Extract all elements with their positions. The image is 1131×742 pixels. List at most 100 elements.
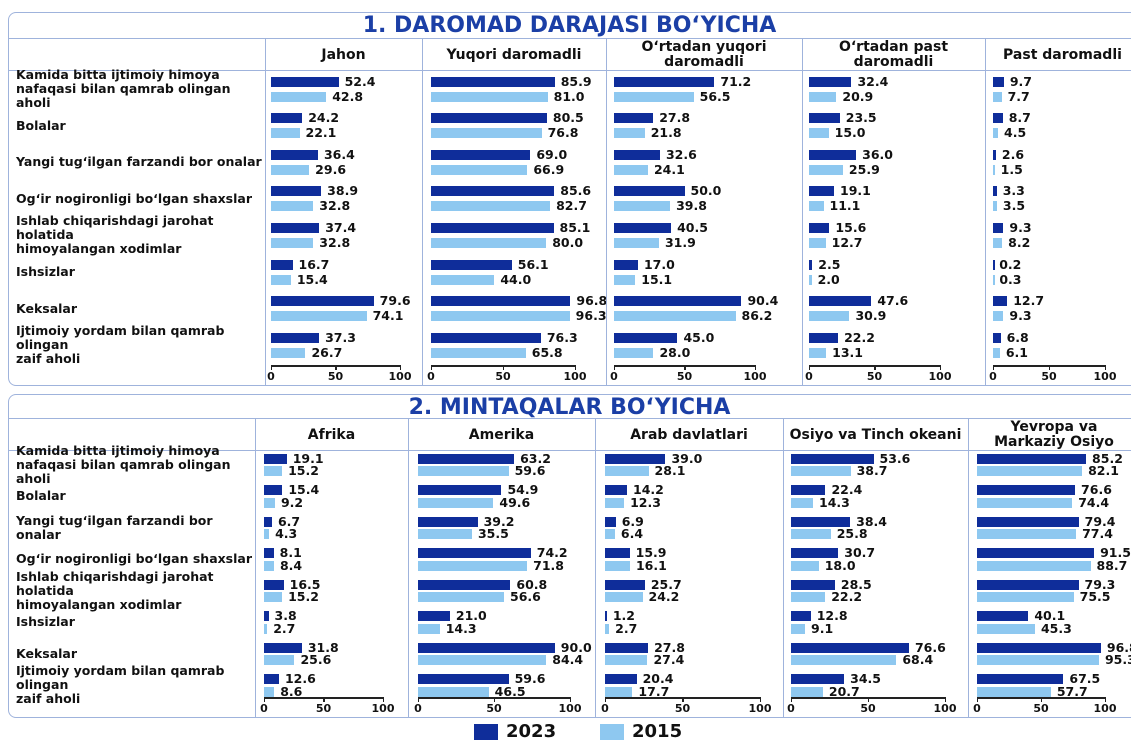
bar — [418, 516, 478, 527]
bar — [614, 259, 638, 270]
bar — [418, 686, 489, 697]
bar — [418, 674, 509, 684]
bar — [264, 529, 270, 539]
bar — [614, 311, 736, 322]
value-label: 67.5 — [1069, 671, 1101, 686]
bar — [977, 516, 1079, 527]
bar — [431, 164, 528, 175]
value-label: 21.8 — [650, 125, 682, 141]
value-label: 28.0 — [659, 344, 691, 360]
value-label: 20.9 — [842, 88, 874, 104]
x-tick-label: 0 — [989, 370, 997, 383]
bar — [791, 579, 835, 590]
value-label: 27.4 — [653, 652, 685, 667]
bar — [431, 128, 542, 139]
column-header: Past daromadli — [1003, 46, 1122, 63]
section-title: 1. DAROMAD DARAJASI BOʻYICHA — [362, 13, 777, 38]
row-label: Yangi tugʻilgan farzandi bor onalar — [16, 154, 262, 170]
bar — [614, 113, 654, 124]
value-label: 34.5 — [850, 671, 881, 686]
value-label: 14.3 — [445, 620, 477, 636]
bar — [791, 686, 823, 697]
tick-mark — [939, 365, 941, 370]
x-tick-label: 100 — [743, 370, 767, 383]
bar — [418, 611, 450, 621]
value-label: 12.7 — [831, 234, 863, 250]
tick-mark — [944, 697, 946, 702]
value-label: 26.7 — [311, 344, 343, 360]
value-label: 82.7 — [556, 198, 587, 214]
bar — [614, 128, 645, 139]
bar — [431, 186, 555, 197]
row-label: Ogʻir nogironligi boʻlgan shaxslar — [16, 190, 253, 206]
value-label: 31.8 — [307, 639, 339, 655]
value-label: 8.1 — [279, 545, 302, 560]
value-label: 74.4 — [1078, 494, 1110, 510]
bar — [809, 222, 830, 233]
bar — [977, 466, 1083, 476]
header-divider — [8, 450, 1131, 451]
bar — [977, 497, 1073, 508]
bar — [264, 485, 283, 495]
value-label: 11.1 — [829, 198, 861, 214]
tick-mark — [867, 697, 869, 702]
bar — [431, 332, 541, 343]
x-tick-label: 100 — [563, 370, 587, 383]
bar — [431, 222, 554, 233]
tick-mark — [604, 697, 606, 702]
tick-mark — [430, 365, 432, 370]
bar — [605, 579, 645, 590]
value-label: 96.8 — [1106, 639, 1131, 655]
row-label: Ijtimoiy yordam bilan qamrab olingan zai… — [16, 663, 225, 706]
value-label: 9.7 — [1009, 73, 1033, 89]
tick-mark — [323, 697, 325, 702]
bar — [431, 201, 551, 212]
x-tick-label: 100 — [558, 702, 582, 715]
bar — [791, 529, 831, 539]
bar — [614, 237, 659, 248]
bar — [809, 149, 857, 160]
value-label: 85.2 — [1092, 450, 1123, 466]
value-label: 14.3 — [819, 494, 850, 510]
x-tick-label: 0 — [260, 702, 268, 715]
bar — [271, 259, 293, 270]
value-label: 80.5 — [552, 110, 584, 126]
bar — [271, 186, 322, 197]
x-tick-label: 50 — [676, 370, 693, 383]
row-label: Ogʻir nogironligi boʻlgan shaxslar — [16, 551, 253, 566]
bar — [993, 259, 995, 270]
bar — [977, 485, 1076, 495]
legend-swatch — [474, 724, 498, 740]
row-label: Bolalar — [16, 488, 66, 503]
bar — [993, 201, 997, 212]
value-label: 71.2 — [720, 73, 752, 89]
bar — [791, 516, 851, 527]
value-label: 38.4 — [856, 513, 887, 529]
value-label: 12.7 — [1013, 293, 1045, 309]
value-label: 36.0 — [862, 146, 893, 162]
bar — [271, 91, 327, 102]
value-label: 12.6 — [284, 671, 316, 686]
bar — [993, 274, 995, 285]
value-label: 15.9 — [635, 545, 667, 560]
bar — [264, 497, 275, 508]
bar — [605, 497, 625, 508]
x-tick-label: 100 — [388, 370, 412, 383]
value-label: 24.2 — [648, 589, 680, 604]
bar — [431, 237, 547, 248]
bar — [605, 674, 637, 684]
bar — [977, 674, 1064, 684]
bar — [993, 128, 999, 139]
value-label: 22.4 — [831, 482, 863, 497]
bar — [605, 453, 666, 464]
bar — [809, 128, 829, 139]
bar — [431, 149, 531, 160]
value-label: 15.4 — [288, 482, 320, 497]
x-tick-label: 0 — [805, 370, 813, 383]
column-header: Amerika — [468, 426, 535, 443]
bar — [264, 655, 295, 665]
value-label: 46.5 — [494, 683, 526, 699]
bar — [993, 113, 1003, 124]
bar — [809, 296, 872, 307]
value-label: 4.3 — [275, 526, 298, 541]
